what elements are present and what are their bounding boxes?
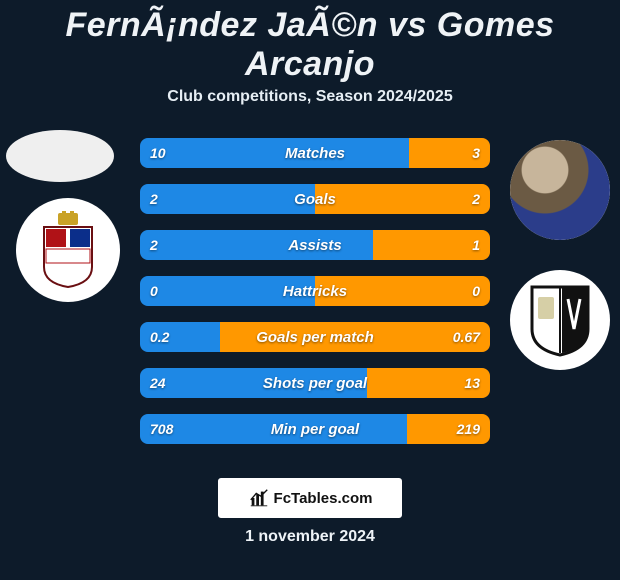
bar-right-seg xyxy=(315,184,490,214)
player-photo-placeholder xyxy=(510,140,610,240)
bar-left-seg xyxy=(140,138,409,168)
brand-badge[interactable]: FcTables.com xyxy=(218,478,402,518)
stat-label: Hattricks xyxy=(283,283,347,300)
bar-left-seg xyxy=(140,184,315,214)
stat-label: Assists xyxy=(288,237,341,254)
stat-right-value: 1 xyxy=(472,237,480,253)
stat-label: Goals xyxy=(294,191,336,208)
date-label: 1 november 2024 xyxy=(0,528,620,546)
stat-label: Shots per goal xyxy=(263,375,367,392)
stat-row-matches: 10 3 Matches xyxy=(140,138,490,168)
stat-right-value: 3 xyxy=(472,145,480,161)
braga-crest-icon xyxy=(38,211,98,289)
stat-right-value: 13 xyxy=(464,375,480,391)
stat-row-hattricks: 0 0 Hattricks xyxy=(140,276,490,306)
stat-right-value: 0.67 xyxy=(453,329,480,345)
stat-left-value: 0.2 xyxy=(150,329,169,345)
stat-row-shots-per-goal: 24 13 Shots per goal xyxy=(140,368,490,398)
player-right-avatar xyxy=(510,140,610,240)
stat-right-value: 219 xyxy=(457,421,480,437)
stat-row-assists: 2 1 Assists xyxy=(140,230,490,260)
stat-left-value: 2 xyxy=(150,237,158,253)
stat-left-value: 24 xyxy=(150,375,166,391)
stat-right-value: 0 xyxy=(472,283,480,299)
stat-label: Matches xyxy=(285,145,345,162)
brand-text: FcTables.com xyxy=(274,490,373,507)
stat-label: Min per goal xyxy=(271,421,359,438)
stat-right-value: 2 xyxy=(472,191,480,207)
chart-icon xyxy=(248,487,270,509)
subtitle: Club competitions, Season 2024/2025 xyxy=(0,88,620,106)
stat-label: Goals per match xyxy=(256,329,374,346)
stat-row-goals: 2 2 Goals xyxy=(140,184,490,214)
stat-left-value: 10 xyxy=(150,145,166,161)
stat-row-goals-per-match: 0.2 0.67 Goals per match xyxy=(140,322,490,352)
club-right-badge xyxy=(510,270,610,370)
stat-bars: 10 3 Matches 2 2 Goals 2 1 Assists 0 0 Hattricks 0.2… xyxy=(140,138,490,460)
stat-left-value: 0 xyxy=(150,283,158,299)
stat-left-value: 708 xyxy=(150,421,173,437)
comparison-arena: 10 3 Matches 2 2 Goals 2 1 Assists 0 0 Hattricks 0.2… xyxy=(0,120,620,460)
vitoria-crest-icon xyxy=(528,281,592,359)
club-left-badge xyxy=(16,198,120,302)
player-left-avatar xyxy=(6,130,114,182)
stat-row-min-per-goal: 708 219 Min per goal xyxy=(140,414,490,444)
stat-left-value: 2 xyxy=(150,191,158,207)
page-title: FernÃ¡ndez JaÃ©n vs Gomes Arcanjo xyxy=(0,0,620,84)
